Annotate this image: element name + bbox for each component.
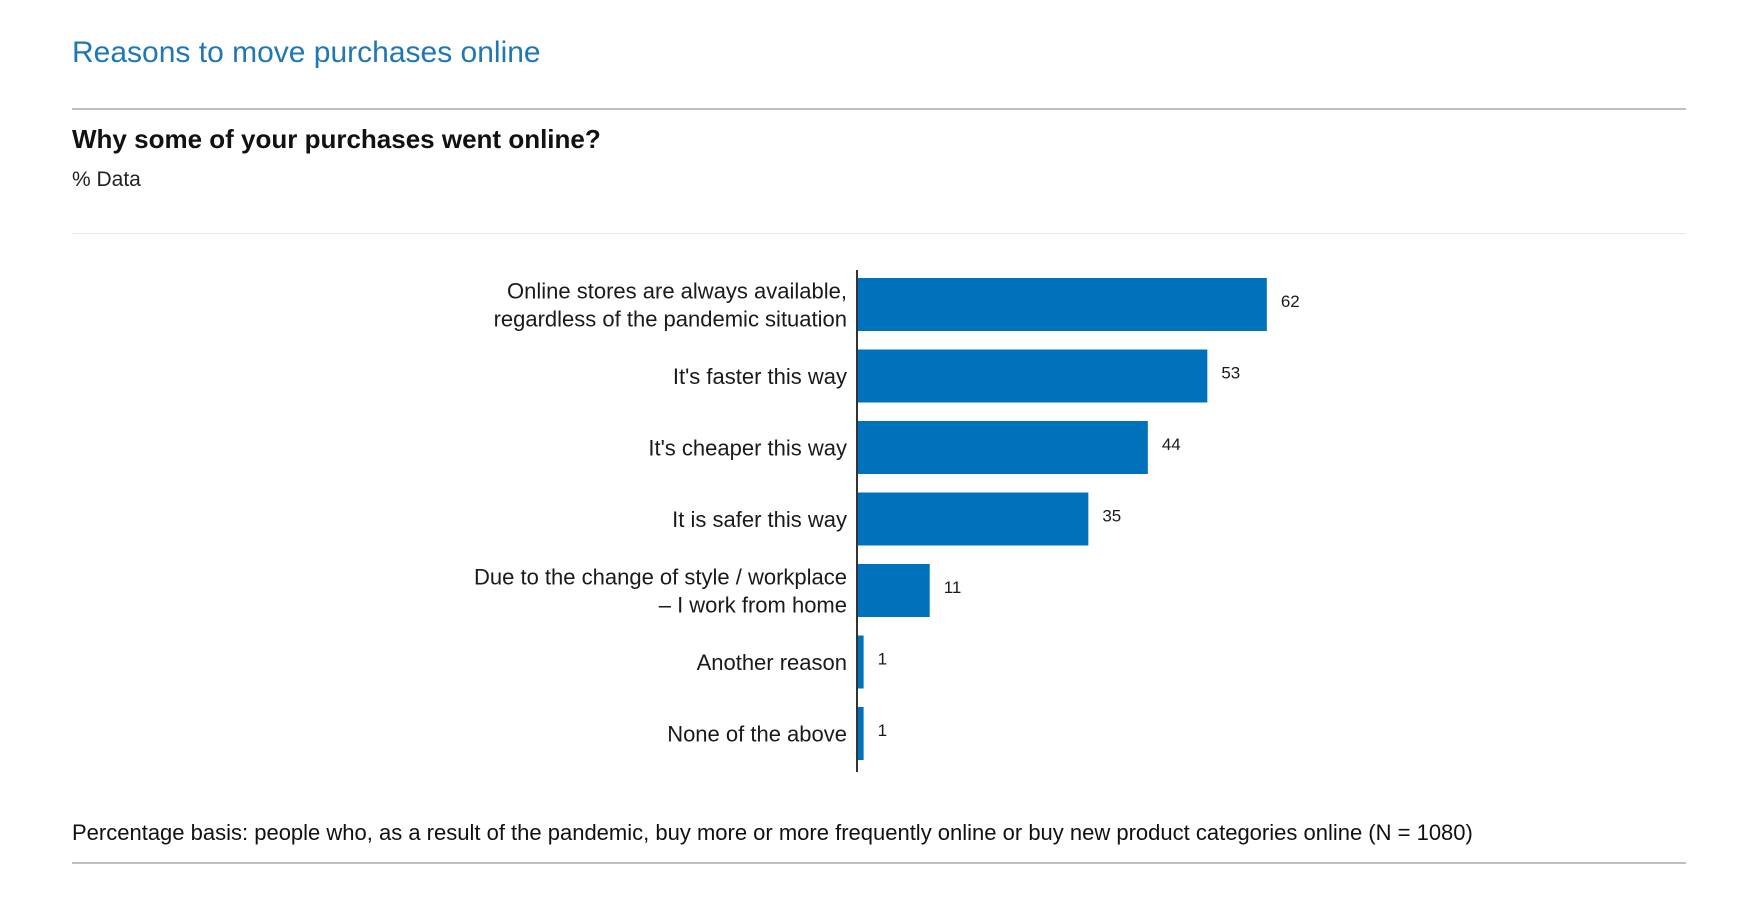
- category-label: None of the above: [667, 722, 847, 747]
- category-labels-group: Online stores are always available, regar…: [474, 279, 847, 747]
- category-label-line: It is safer this way: [672, 507, 847, 532]
- category-label-line: It's faster this way: [673, 364, 847, 389]
- category-label: It's faster this way: [673, 364, 847, 389]
- unit-label: % Data: [72, 168, 141, 191]
- header-divider: [72, 233, 1686, 234]
- category-label: Another reason: [697, 650, 847, 675]
- bar-chart: Online stores are always available, regar…: [474, 270, 1300, 772]
- category-label-line: Another reason: [697, 650, 847, 675]
- chart-question: Why some of your purchases went online?: [72, 124, 601, 154]
- bar: [857, 349, 1208, 403]
- bar: [857, 635, 864, 689]
- bottom-divider: [72, 862, 1686, 864]
- category-label: Online stores are always available, regar…: [494, 279, 847, 332]
- footnote: Percentage basis: people who, as a resul…: [72, 820, 1473, 845]
- category-label-line: It's cheaper this way: [648, 436, 847, 461]
- bar: [857, 421, 1148, 474]
- value-label: 62: [1281, 292, 1300, 311]
- category-label-line: Online stores are always available,: [507, 279, 847, 304]
- value-label: 53: [1221, 363, 1240, 382]
- value-label: 44: [1162, 435, 1181, 454]
- category-label-line: None of the above: [667, 722, 847, 747]
- category-label-line: regardless of the pandemic situation: [494, 307, 847, 332]
- bar: [857, 564, 930, 617]
- bar: [857, 492, 1089, 546]
- category-label-line: Due to the change of style / workplace: [474, 565, 847, 590]
- category-label: It's cheaper this way: [648, 436, 847, 461]
- top-divider: [72, 108, 1686, 110]
- bar: [857, 707, 864, 760]
- value-label: 1: [878, 721, 887, 740]
- bars-group: [857, 278, 1267, 760]
- category-label: It is safer this way: [672, 507, 847, 532]
- value-label: 1: [878, 649, 887, 668]
- value-label: 11: [944, 578, 962, 597]
- bar: [857, 278, 1267, 331]
- page-title: Reasons to move purchases online: [72, 36, 541, 69]
- value-label: 35: [1102, 506, 1121, 525]
- category-label: Due to the change of style / workplace – …: [474, 565, 847, 618]
- category-label-line: – I work from home: [659, 593, 847, 618]
